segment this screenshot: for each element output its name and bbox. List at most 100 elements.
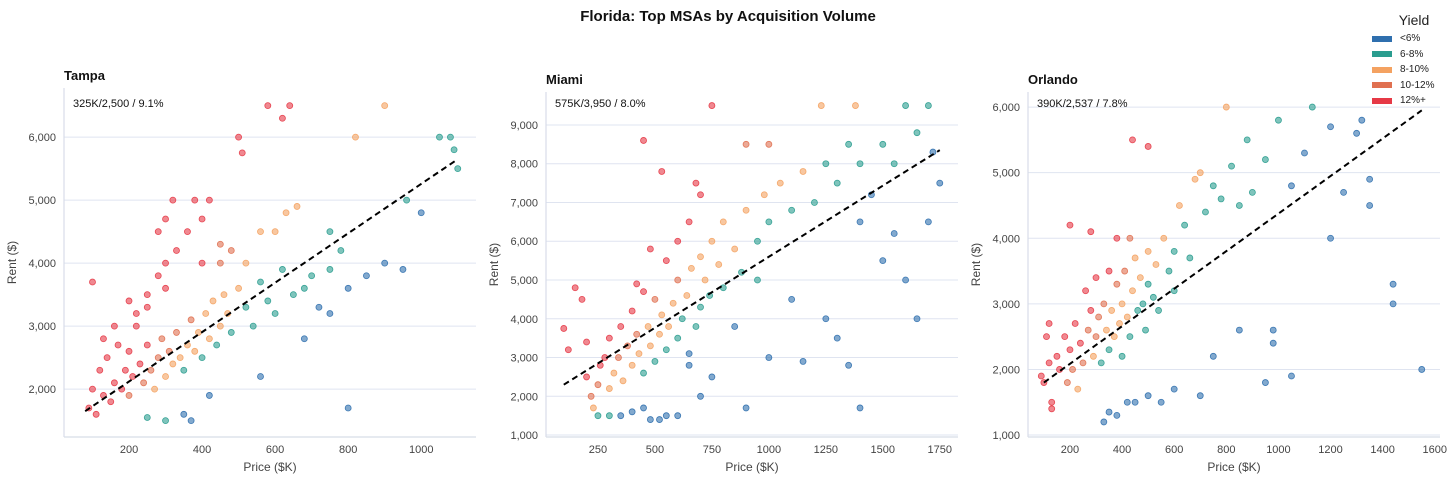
x-tick-label: 250: [589, 444, 607, 456]
data-point: [656, 416, 663, 423]
data-point: [1126, 333, 1134, 341]
data-point: [1082, 287, 1089, 295]
legend-label: 12%+: [1400, 95, 1426, 107]
x-tick-label: 1000: [1266, 444, 1290, 456]
data-point: [913, 129, 921, 137]
panel-orlando: 1,000 2,000 3,000 4,000 5,000 6,000 200 400 600 8…: [969, 72, 1447, 474]
data-point: [136, 360, 144, 368]
data-point: [1269, 326, 1277, 334]
data-point: [1288, 372, 1295, 380]
data-point: [162, 373, 169, 380]
data-point: [417, 209, 425, 217]
data-point: [833, 179, 841, 187]
data-point: [1048, 398, 1056, 406]
data-point: [1116, 320, 1123, 327]
data-point: [697, 303, 704, 311]
data-point: [169, 196, 177, 204]
data-point: [1202, 208, 1209, 216]
legend-item: 8-10%: [1368, 62, 1456, 78]
data-point: [754, 237, 761, 245]
data-point: [1074, 385, 1082, 393]
data-point: [220, 291, 228, 299]
data-point: [628, 307, 636, 315]
data-point: [238, 149, 246, 157]
data-point: [205, 335, 213, 343]
data-point: [147, 366, 155, 374]
data-point: [817, 102, 825, 109]
legend-item: <6%: [1368, 31, 1456, 47]
data-point: [1123, 398, 1131, 406]
data-point: [264, 102, 272, 110]
data-point: [1079, 359, 1087, 367]
x-tick-label: 1400: [1370, 444, 1394, 456]
y-tick-label: 7,000: [510, 197, 538, 209]
data-point: [352, 133, 359, 141]
data-point: [1131, 398, 1139, 406]
data-point: [326, 228, 334, 236]
x-axis-label: Price ($K): [725, 460, 778, 474]
x-tick-label: 600: [266, 444, 284, 456]
data-point: [111, 379, 118, 387]
data-point: [235, 284, 242, 292]
data-point: [1170, 385, 1178, 393]
data-point: [662, 257, 670, 265]
x-tick-label: 1200: [1318, 444, 1342, 456]
x-tick-label: 400: [1113, 444, 1131, 456]
data-point: [1095, 313, 1103, 321]
data-point: [731, 323, 739, 330]
data-point: [180, 366, 188, 374]
data-point: [107, 398, 115, 406]
data-point: [1262, 379, 1269, 386]
data-point: [674, 276, 682, 284]
data-point: [1084, 326, 1092, 334]
data-point: [195, 329, 202, 336]
data-point: [633, 330, 641, 338]
legend-label: 10-12%: [1400, 79, 1435, 91]
data-point: [187, 417, 195, 425]
data-point: [154, 228, 162, 236]
data-point: [619, 377, 627, 385]
legend-swatch: [1372, 97, 1392, 104]
data-point: [564, 346, 572, 354]
data-point: [658, 311, 666, 319]
data-point: [162, 284, 169, 292]
data-point: [856, 160, 864, 168]
data-point: [1288, 182, 1295, 190]
data-point: [450, 146, 458, 154]
data-point: [578, 295, 586, 303]
data-point: [381, 102, 389, 110]
data-point: [242, 303, 250, 311]
legend-swatch: [1372, 66, 1392, 73]
data-point: [1123, 313, 1131, 321]
data-point: [326, 266, 334, 273]
data-point: [1092, 274, 1100, 282]
data-point: [1118, 300, 1126, 308]
data-point: [776, 179, 784, 187]
data-point: [1222, 103, 1230, 111]
y-tick-label: 4,000: [28, 258, 56, 270]
y-tick-label: 4,000: [510, 314, 538, 326]
data-point: [151, 385, 158, 393]
data-point: [1144, 143, 1152, 150]
data-point: [1121, 267, 1129, 275]
data-point: [1118, 352, 1126, 360]
data-point: [1126, 234, 1134, 242]
data-point: [697, 191, 704, 199]
data-point: [560, 325, 568, 332]
data-point: [701, 276, 709, 284]
y-tick-label: 3,000: [28, 321, 56, 333]
data-point: [1160, 234, 1168, 242]
x-tick-label: 200: [1061, 444, 1079, 456]
data-point: [1366, 202, 1374, 209]
data-point: [235, 133, 242, 141]
data-point: [279, 114, 286, 122]
data-point: [198, 354, 206, 362]
data-point: [344, 284, 352, 292]
data-point: [1131, 254, 1139, 262]
x-axis-label: Price ($K): [243, 460, 296, 474]
panel-title: Orlando: [1028, 72, 1078, 87]
data-point: [589, 404, 597, 412]
data-point: [856, 218, 864, 226]
data-point: [1327, 123, 1334, 131]
data-point: [154, 354, 162, 362]
